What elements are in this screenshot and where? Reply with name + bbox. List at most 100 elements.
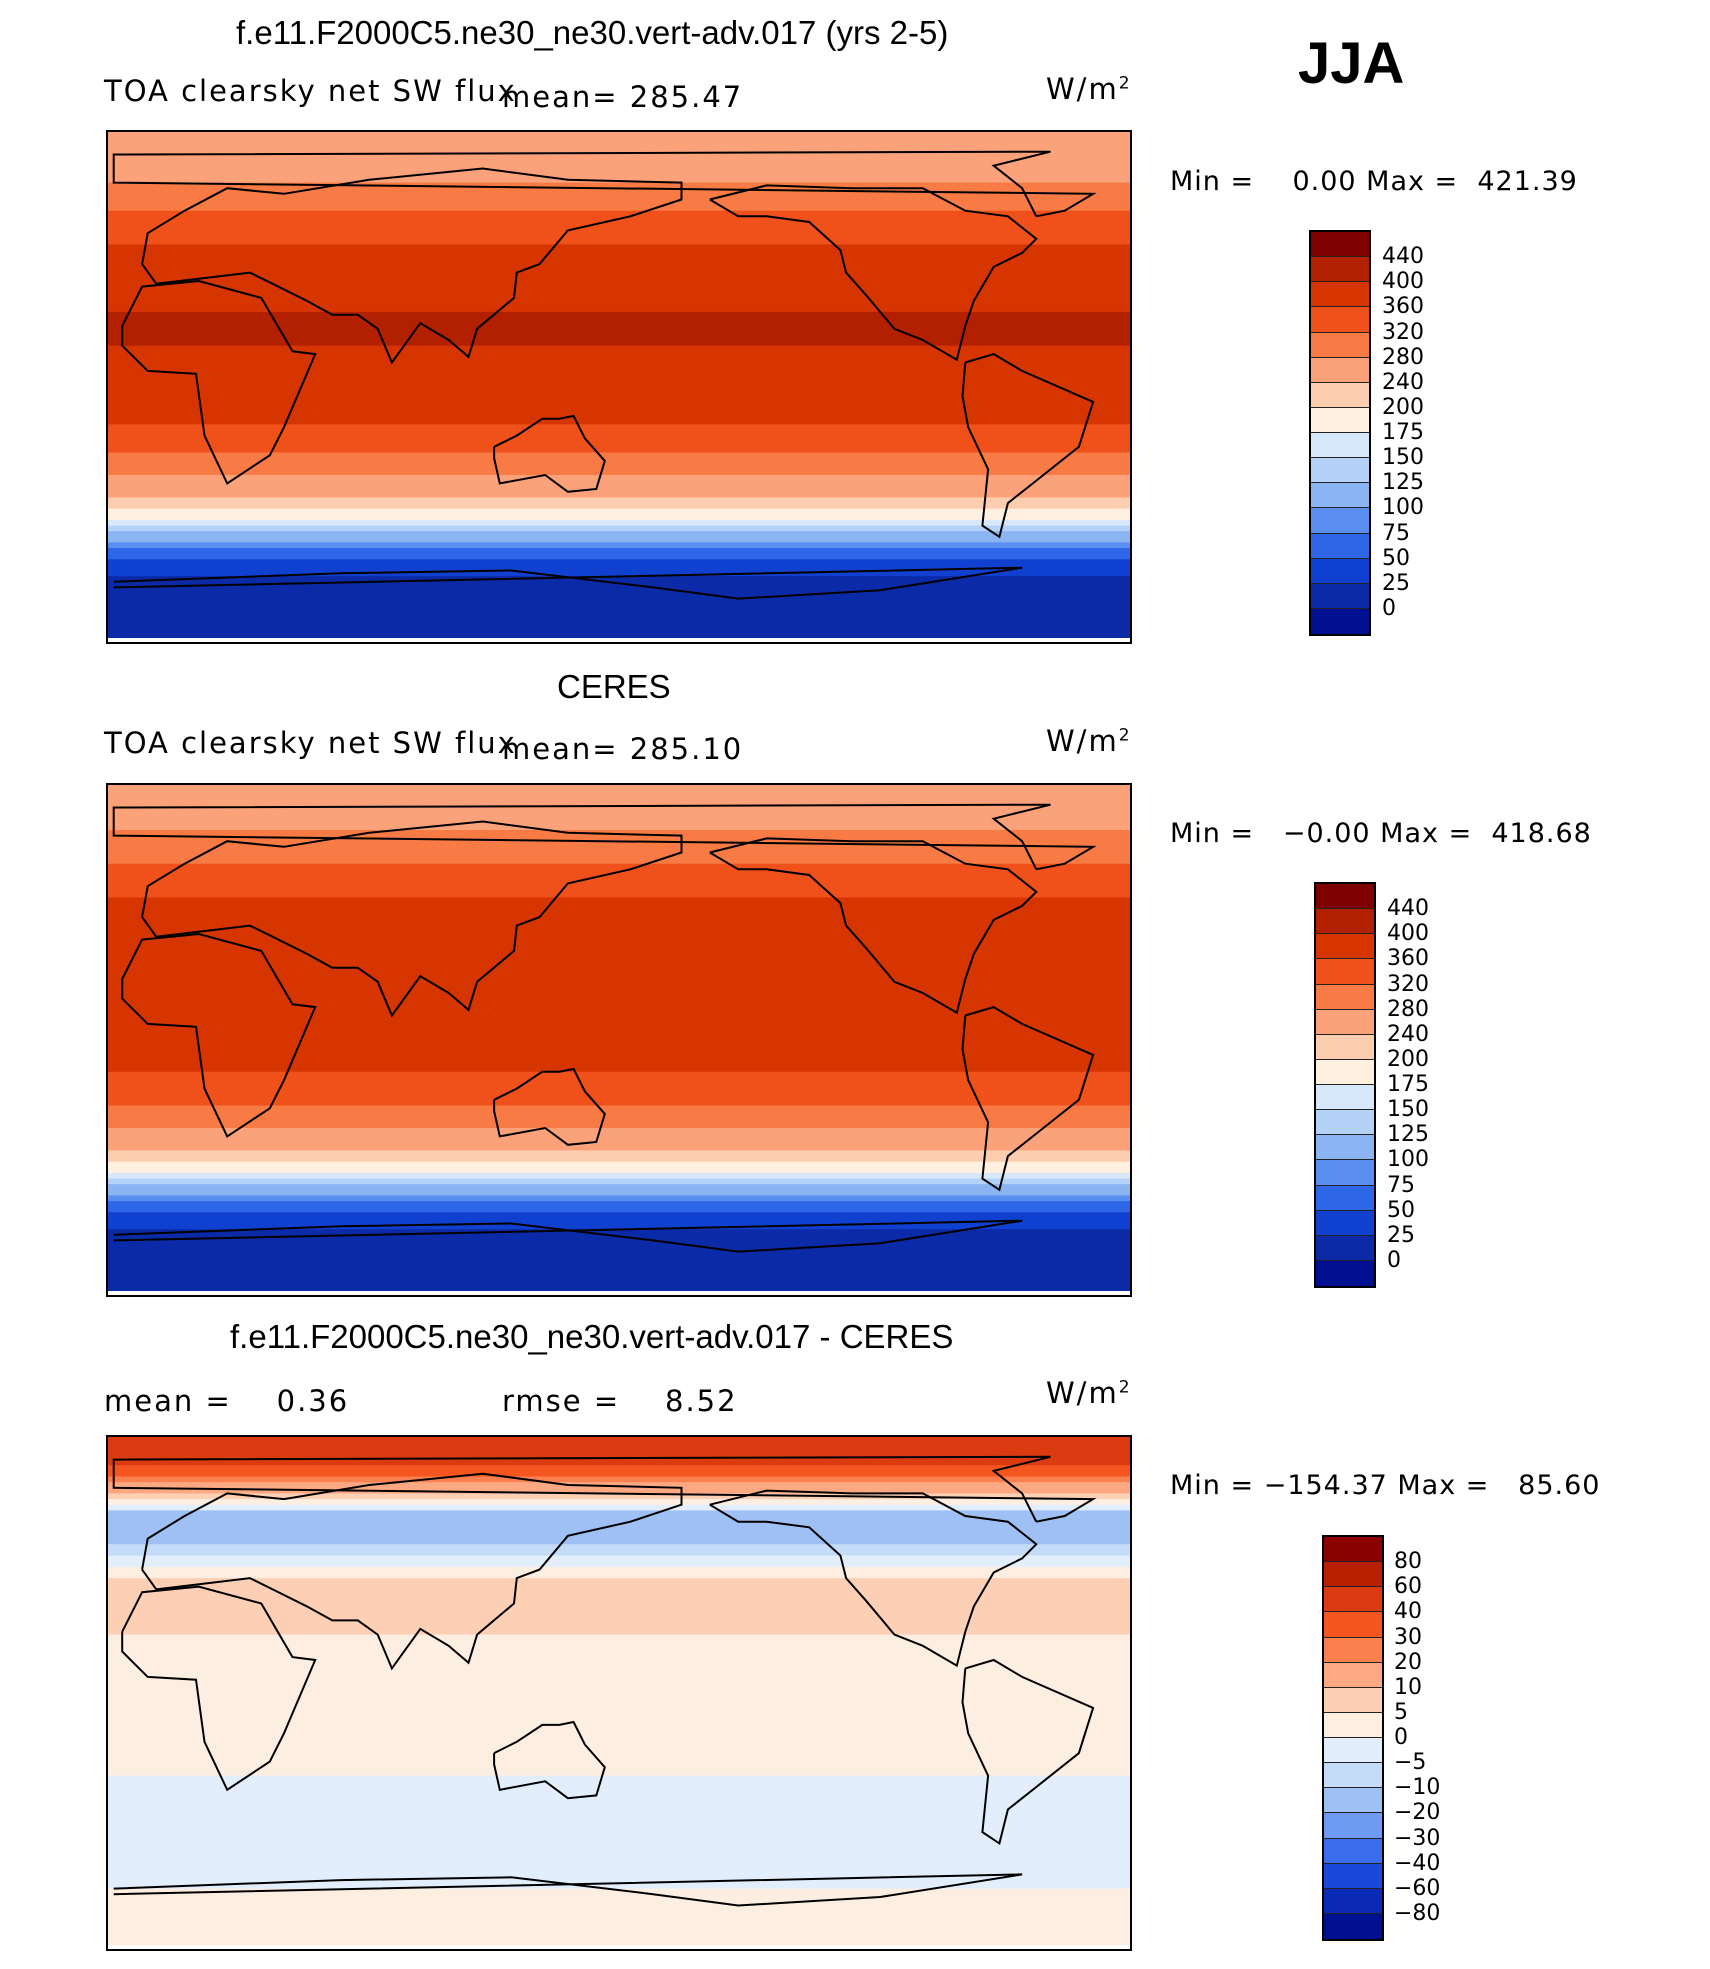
latitude-band [108,570,1130,577]
latitude-band [108,328,1130,335]
latitude-band [108,1611,1130,1619]
latitude-band [108,908,1130,915]
latitude-band [108,818,1130,825]
colorbar-swatch [1311,282,1369,308]
latitude-band [108,295,1130,302]
latitude-band [108,1922,1130,1929]
colorbar-tick-label: 150 [1382,445,1424,471]
colorbar-tick-label: 10 [1394,1674,1422,1700]
latitude-band [108,981,1130,988]
latitude-band [108,874,1130,882]
colorbar-tick-label: 60 [1394,1574,1422,1600]
colorbar-tick-label: 20 [1394,1649,1422,1675]
colorbar-swatch [1324,1763,1382,1789]
latitude-band [108,863,1130,870]
latitude-band [108,1262,1130,1270]
latitude-band [108,1246,1130,1253]
latitude-band [108,1038,1130,1045]
latitude-band [108,503,1130,510]
latitude-band [108,441,1130,448]
latitude-band [108,1470,1130,1478]
latitude-band [108,356,1130,364]
coastline [709,184,1038,362]
latitude-band [108,1549,1130,1557]
latitude-band [108,1792,1130,1799]
panel-1-colorbar [1309,230,1371,636]
colorbar-tick-label: 400 [1387,921,1429,947]
colorbar-tick-label: 0 [1394,1725,1408,1750]
latitude-band [108,401,1130,409]
latitude-band [108,1617,1130,1624]
colorbar-swatch [1316,1135,1374,1161]
latitude-band [108,1009,1130,1017]
colorbar-swatch [1324,1913,1382,1939]
coastline [121,1585,317,1792]
latitude-band [108,959,1130,966]
colorbar-swatch [1316,959,1374,985]
colorbar-tick-label: 175 [1387,1072,1429,1097]
colorbar-tick-label: −80 [1394,1900,1441,1926]
coastline [112,1455,1097,1523]
latitude-band [108,801,1130,809]
latitude-band [108,824,1130,831]
colorbar-tick-label: 440 [1382,244,1424,270]
colorbar-tick-label: 100 [1387,1147,1429,1173]
latitude-band [108,1798,1130,1805]
latitude-band [108,925,1130,932]
colorbar-swatch [1324,1788,1382,1814]
latitude-band [108,278,1130,285]
coastline [113,566,1023,600]
latitude-band [108,1442,1130,1449]
latitude-band [108,272,1130,279]
latitude-band [108,1538,1130,1545]
latitude-band [108,1781,1130,1788]
colorbar-swatch [1316,984,1374,1010]
latitude-band [108,1105,1130,1112]
colorbar-tick-label: 440 [1387,896,1429,922]
latitude-band [108,626,1130,633]
latitude-band [108,1899,1130,1907]
latitude-band [108,942,1130,949]
latitude-band [108,1832,1130,1839]
colorbar-tick-label: 320 [1382,319,1424,345]
latitude-band [108,1156,1130,1163]
latitude-band [108,1285,1130,1291]
latitude-band [108,1803,1130,1811]
panel-2-minmax: Min = −0.00 Max = 418.68 [1170,818,1592,849]
latitude-band [108,1753,1130,1760]
latitude-band [108,1229,1130,1236]
colorbar-swatch [1311,508,1369,534]
colorbar-tick-label: −5 [1394,1750,1427,1776]
latitude-band [108,435,1130,442]
latitude-band [108,1493,1130,1500]
latitude-band [108,469,1130,476]
latitude-band [108,1843,1130,1850]
latitude-band [108,1826,1130,1833]
latitude-band [108,1240,1130,1247]
latitude-band [108,1702,1130,1709]
latitude-band [108,1707,1130,1715]
panel-2-map [106,783,1132,1297]
latitude-band [108,593,1130,600]
latitude-band [108,379,1130,386]
latitude-band [108,987,1130,994]
colorbar-swatch [1324,1587,1382,1613]
colorbar-swatch [1324,1537,1382,1563]
latitude-band [108,1578,1130,1585]
latitude-band [108,362,1130,369]
coastline [112,150,1097,218]
panel-1-units-label: W/m2 [1046,72,1132,106]
colorbar-swatch [1324,1662,1382,1688]
latitude-band [108,250,1130,257]
latitude-band [108,1628,1130,1636]
latitude-band [108,1516,1130,1523]
latitude-band [108,429,1130,437]
colorbar-swatch [1311,558,1369,584]
colorbar-swatch [1324,1637,1382,1663]
panel-3-colorbar [1322,1535,1384,1941]
latitude-band [108,154,1130,161]
colorbar-swatch [1316,1160,1374,1186]
latitude-band [108,289,1130,296]
latitude-band [108,233,1130,240]
latitude-band [108,576,1130,583]
